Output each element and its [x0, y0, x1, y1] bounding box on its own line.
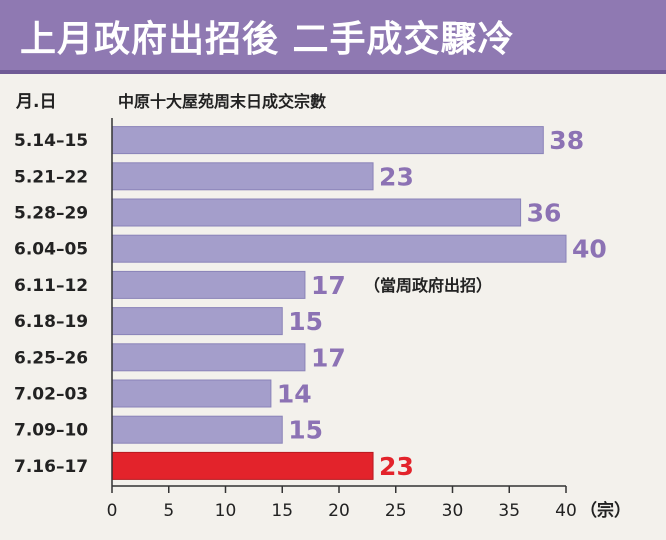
bar	[111, 343, 306, 372]
x-tick-label: 20	[328, 501, 350, 521]
x-tick-label: 5	[163, 501, 174, 521]
value-label: 15	[288, 307, 323, 336]
bar	[111, 270, 306, 299]
bar-highlight	[111, 451, 374, 480]
series-label: 中原十大屋苑周末日成交宗數	[118, 92, 326, 111]
value-label: 36	[527, 199, 562, 228]
bar	[111, 198, 522, 227]
value-label: 17	[311, 271, 346, 300]
x-tick-label: 0	[107, 501, 118, 521]
category-label: 7.09–10	[14, 421, 88, 441]
x-tick-label: 40	[555, 501, 577, 521]
x-tick-label: 15	[271, 501, 293, 521]
value-label: 23	[379, 162, 414, 191]
category-label: 6.04–05	[14, 240, 88, 260]
x-tick-label: 10	[215, 501, 237, 521]
annotation: （當周政府出招）	[364, 276, 492, 295]
category-label: 5.14–15	[14, 131, 88, 151]
chart-title: 上月政府出招後 二手成交驟冷	[20, 19, 515, 60]
value-label: 40	[572, 235, 607, 264]
bar	[111, 126, 544, 155]
x-tick-label: 25	[385, 501, 407, 521]
category-label: 6.25–26	[14, 348, 88, 368]
category-label: 5.28–29	[14, 204, 88, 224]
value-label: 23	[379, 452, 414, 481]
bar	[111, 307, 283, 336]
category-label: 5.21–22	[14, 167, 88, 187]
category-label: 6.18–19	[14, 312, 88, 332]
bar	[111, 162, 374, 191]
category-label: 7.02–03	[14, 385, 88, 405]
value-label: 14	[277, 380, 312, 409]
y-axis-label: 月.日	[15, 92, 56, 112]
value-label: 38	[549, 126, 584, 155]
value-label: 17	[311, 343, 346, 372]
x-tick-label: 35	[498, 501, 520, 521]
x-axis-label: （宗）	[580, 500, 631, 521]
category-label: 7.16–17	[14, 457, 88, 477]
bar	[111, 379, 272, 408]
category-label: 6.11–12	[14, 276, 88, 296]
title-bar: 上月政府出招後 二手成交驟冷	[0, 0, 666, 74]
bar	[111, 415, 283, 444]
value-label: 15	[288, 416, 323, 445]
bar	[111, 234, 567, 263]
x-tick-label: 30	[442, 501, 464, 521]
